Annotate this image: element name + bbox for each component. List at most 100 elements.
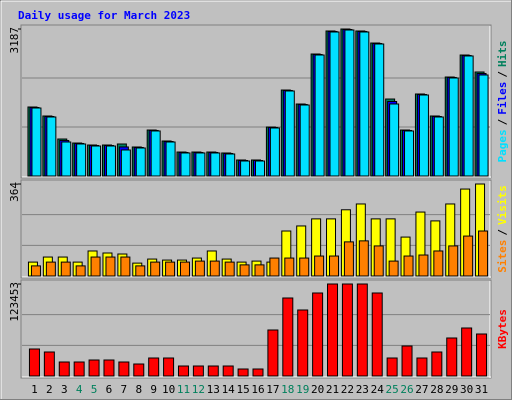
- bar: [255, 160, 265, 177]
- bar: [148, 357, 160, 377]
- y-tick-label: 123453: [8, 282, 21, 322]
- bar: [194, 260, 205, 277]
- bar: [388, 260, 399, 277]
- chart-title: Daily usage for March 2023: [18, 9, 190, 22]
- bar: [73, 361, 85, 377]
- bar: [58, 361, 70, 377]
- bar: [282, 297, 294, 377]
- bar: [314, 54, 325, 177]
- bar: [30, 265, 41, 277]
- x-tick-label: 17: [266, 383, 279, 396]
- legend-entry: Files: [496, 82, 509, 115]
- bar: [105, 256, 116, 277]
- bar: [478, 74, 489, 177]
- bar: [327, 283, 339, 377]
- x-tick-label: 8: [135, 383, 142, 396]
- bar: [135, 147, 146, 177]
- x-tick-label: 1: [31, 383, 38, 396]
- bar: [91, 145, 102, 177]
- bar: [240, 160, 251, 177]
- bar: [90, 256, 101, 277]
- x-tick-label: 20: [311, 383, 324, 396]
- x-tick-label: 13: [207, 383, 220, 396]
- legend: KBytes: [496, 309, 509, 349]
- bar: [105, 145, 116, 177]
- bar: [403, 255, 414, 277]
- bar: [267, 329, 279, 377]
- x-tick-label: 27: [415, 383, 428, 396]
- bar: [433, 250, 444, 277]
- bar: [237, 368, 249, 377]
- bar: [222, 365, 234, 377]
- bar: [209, 260, 220, 277]
- bar: [329, 31, 340, 177]
- bar: [299, 104, 310, 177]
- x-tick-label: 2: [46, 383, 53, 396]
- bar: [418, 94, 429, 177]
- x-tick-label: 4: [76, 383, 83, 396]
- x-tick-label: 25: [386, 383, 399, 396]
- bar: [254, 264, 265, 277]
- bar: [210, 152, 221, 177]
- bar: [163, 357, 175, 377]
- x-tick-label: 31: [475, 383, 488, 396]
- bar: [224, 261, 235, 277]
- x-tick-label: 14: [222, 383, 236, 396]
- bar: [165, 141, 176, 177]
- bar: [431, 351, 443, 377]
- x-tick-label: 18: [281, 383, 294, 396]
- x-tick-label: 28: [430, 383, 443, 396]
- bar: [195, 152, 206, 177]
- x-tick-label: 9: [150, 383, 157, 396]
- bar: [225, 153, 236, 177]
- bar: [165, 261, 176, 277]
- bar: [192, 365, 204, 377]
- legend: Sites / Visits: [496, 185, 509, 273]
- bar: [359, 31, 370, 177]
- bar: [118, 361, 130, 377]
- x-tick-label: 10: [162, 383, 175, 396]
- bar: [416, 357, 428, 377]
- bar: [329, 255, 340, 277]
- legend-entry: Pages: [496, 129, 509, 162]
- bar: [448, 245, 459, 277]
- bar: [373, 245, 384, 277]
- y-tick-label: 364: [8, 182, 21, 202]
- x-tick-label: 30: [460, 383, 473, 396]
- bar: [180, 152, 191, 177]
- bar: [284, 257, 295, 277]
- y-tick-label: 3187: [8, 27, 21, 54]
- bar: [207, 365, 219, 377]
- x-tick-label: 29: [445, 383, 458, 396]
- x-tick-label: 24: [371, 383, 385, 396]
- x-tick-label: 16: [251, 383, 264, 396]
- x-tick-label: 19: [296, 383, 309, 396]
- legend-entry: Visits: [496, 185, 509, 225]
- x-tick-label: 3: [61, 383, 68, 396]
- bar: [150, 261, 161, 277]
- bar: [297, 309, 309, 377]
- x-tick-label: 12: [192, 383, 205, 396]
- x-tick-label: 11: [177, 383, 190, 396]
- bar: [356, 283, 368, 377]
- bar: [299, 257, 310, 277]
- bar: [75, 265, 86, 277]
- bar: [60, 261, 71, 277]
- bar: [103, 359, 115, 377]
- bar: [461, 327, 473, 377]
- x-tick-label: 7: [121, 383, 128, 396]
- bar: [239, 264, 250, 277]
- bar: [448, 77, 459, 177]
- x-tick-label: 23: [356, 383, 369, 396]
- legend-separator: /: [496, 71, 509, 78]
- legend: Pages / Files / Hits: [496, 41, 509, 163]
- bar: [478, 230, 489, 277]
- bar: [177, 365, 189, 377]
- bar: [389, 103, 400, 177]
- bar: [476, 333, 488, 377]
- bar: [404, 130, 415, 177]
- bar: [150, 130, 161, 177]
- legend-separator: /: [496, 229, 509, 236]
- bar: [76, 143, 87, 177]
- x-tick-label: 5: [91, 383, 98, 396]
